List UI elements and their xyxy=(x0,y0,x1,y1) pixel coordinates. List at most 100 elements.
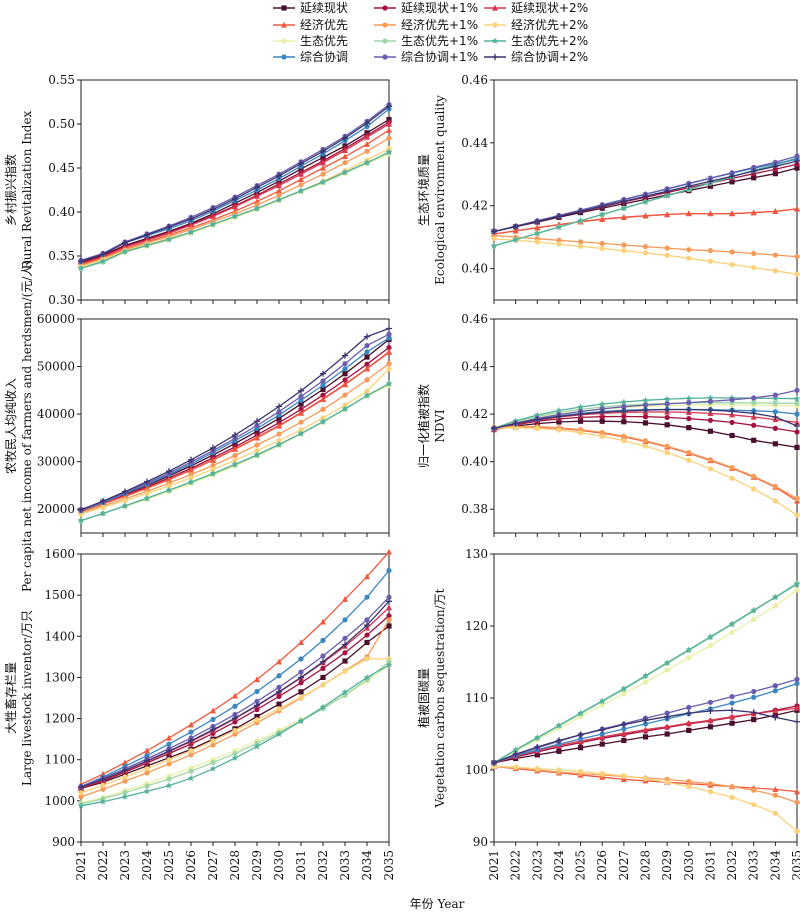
data-point xyxy=(729,713,736,720)
data-point xyxy=(364,388,370,394)
data-point xyxy=(794,681,800,687)
data-point xyxy=(751,400,757,406)
data-point xyxy=(231,431,239,439)
data-point xyxy=(794,411,800,417)
legend-item: 生态优先+1% xyxy=(374,34,478,48)
data-point xyxy=(750,413,757,420)
data-point xyxy=(771,593,779,601)
data-point xyxy=(707,428,714,434)
data-point xyxy=(276,693,282,699)
series xyxy=(491,232,800,260)
data-point xyxy=(386,604,392,611)
data-point xyxy=(231,715,239,722)
data-point xyxy=(555,413,563,420)
data-point xyxy=(364,361,370,367)
data-point xyxy=(598,697,606,704)
data-point xyxy=(231,754,239,761)
data-point xyxy=(232,446,238,452)
data-point xyxy=(577,208,584,215)
legend-item: 生态优先 xyxy=(273,34,348,48)
data-point xyxy=(599,741,605,747)
data-point xyxy=(276,684,282,690)
data-point xyxy=(772,707,779,714)
data-point xyxy=(78,794,84,800)
series xyxy=(78,366,392,517)
data-point xyxy=(642,193,649,200)
data-point xyxy=(771,394,779,402)
x-tick-label: 2023 xyxy=(530,850,544,881)
data-point xyxy=(772,714,779,721)
data-point xyxy=(319,178,327,185)
data-point xyxy=(297,674,305,681)
data-point xyxy=(534,239,540,245)
data-point xyxy=(707,466,714,472)
legend-label: 生态优先+2% xyxy=(511,34,588,48)
data-point xyxy=(793,157,800,165)
data-point xyxy=(232,703,238,709)
data-point xyxy=(512,227,519,234)
data-point xyxy=(599,433,605,439)
data-point xyxy=(187,774,195,782)
y-axis-label-en: Ecological environment quality xyxy=(433,95,447,285)
data-point xyxy=(772,252,778,258)
data-point xyxy=(599,771,605,777)
data-point xyxy=(210,457,216,463)
data-point xyxy=(275,730,283,738)
x-tick-label: 2032 xyxy=(725,850,739,881)
data-point xyxy=(187,228,195,236)
data-point xyxy=(364,124,370,130)
data-point xyxy=(298,689,304,695)
data-point xyxy=(707,789,714,795)
data-point xyxy=(556,241,562,247)
data-point xyxy=(598,210,606,218)
data-point xyxy=(166,734,172,741)
data-point xyxy=(275,403,283,410)
legend-label: 经济优先+1% xyxy=(401,17,478,32)
y-tick-label: 0.46 xyxy=(461,73,488,87)
data-point xyxy=(599,245,605,252)
data-point xyxy=(166,476,172,483)
y-tick-label: 130 xyxy=(465,547,488,561)
data-point xyxy=(685,406,692,413)
data-point xyxy=(664,450,670,456)
data-point xyxy=(276,701,282,707)
data-point xyxy=(386,366,392,372)
y-tick-label: 1400 xyxy=(44,629,75,643)
data-point xyxy=(750,168,757,175)
data-point xyxy=(533,411,541,418)
legend-item: 延续现状 xyxy=(273,1,348,15)
data-point xyxy=(386,594,392,600)
data-point xyxy=(555,721,563,729)
data-point xyxy=(642,717,649,724)
series xyxy=(491,236,800,277)
y-axis-label-cn: 归一化植被指数 xyxy=(416,384,431,468)
data-point xyxy=(298,393,304,400)
data-point xyxy=(534,752,540,758)
data-point xyxy=(707,178,714,185)
chart-panel: 20000 30000 40000 50000 60000 农牧民人均纯收入 Per cap… xyxy=(4,260,393,592)
data-point xyxy=(342,392,348,398)
data-point xyxy=(621,419,627,425)
data-point xyxy=(210,707,216,714)
data-point xyxy=(166,761,172,767)
data-point xyxy=(642,672,649,679)
chart-panel: 900 1000 1100 1200 1300 1400 1500 1600 2021 2022 2… xyxy=(3,547,396,881)
data-point xyxy=(364,349,370,355)
data-point xyxy=(728,408,736,415)
data-point xyxy=(342,596,348,602)
x-tick-label: 2029 xyxy=(250,850,264,881)
x-tick-label: 2035 xyxy=(382,850,396,881)
data-point xyxy=(620,214,627,220)
data-point xyxy=(364,617,370,623)
data-point xyxy=(621,726,627,732)
data-point xyxy=(210,738,216,744)
y-tick-label: 120 xyxy=(465,619,488,633)
data-point xyxy=(556,748,562,754)
data-point xyxy=(298,427,304,433)
data-point xyxy=(99,798,107,805)
data-point xyxy=(188,748,194,754)
data-point xyxy=(364,343,370,349)
data-point xyxy=(275,440,283,448)
data-point xyxy=(276,187,282,194)
data-point xyxy=(364,594,370,600)
